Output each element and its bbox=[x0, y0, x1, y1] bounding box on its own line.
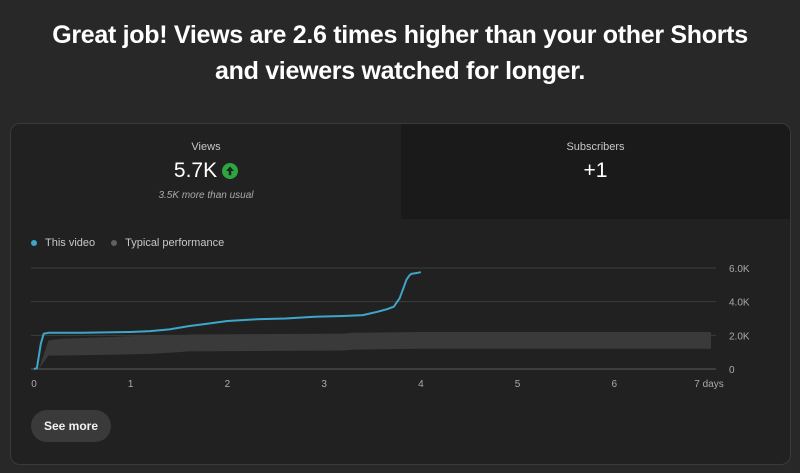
legend-typical-performance: Typical performance bbox=[111, 237, 224, 249]
views-chart: 6.0K 4.0K 2.0K 0 0 1 2 3 4 5 6 7 days bbox=[31, 264, 750, 390]
this-video-dot-icon bbox=[31, 240, 37, 246]
legend-this-video-label: This video bbox=[45, 237, 96, 249]
x-tick-label: 5 bbox=[515, 379, 521, 390]
views-label: Views bbox=[191, 141, 221, 153]
insight-headline: Great job! Views are 2.6 times higher th… bbox=[0, 17, 800, 89]
insight-headline-line-2: and viewers watched for longer. bbox=[215, 57, 585, 85]
y-tick-label: 0 bbox=[729, 365, 735, 376]
see-more-button[interactable]: See more bbox=[31, 410, 111, 442]
x-tick-label: 1 bbox=[128, 379, 134, 390]
x-tick-label: 6 bbox=[612, 379, 618, 390]
insight-headline-line-1: Great job! Views are 2.6 times higher th… bbox=[52, 21, 748, 49]
y-tick-label: 6.0K bbox=[729, 264, 750, 275]
tab-views[interactable]: Views 5.7K 3.5K more than usual bbox=[11, 124, 401, 219]
legend-this-video: This video bbox=[31, 237, 95, 249]
arrow-up-icon bbox=[222, 163, 239, 179]
x-tick-label: 4 bbox=[418, 379, 424, 390]
typical-dot-icon bbox=[111, 240, 118, 246]
y-tick-label: 4.0K bbox=[729, 298, 750, 309]
typical-performance-band bbox=[34, 331, 711, 369]
subscribers-label: Subscribers bbox=[566, 141, 625, 153]
performance-card: Views 5.7K 3.5K more than usual Subscrib… bbox=[10, 123, 791, 465]
this-video-line bbox=[33, 271, 422, 370]
legend-typical-label: Typical performance bbox=[125, 237, 225, 249]
tab-subscribers[interactable]: Subscribers +1 bbox=[401, 124, 790, 219]
subscribers-value: +1 bbox=[583, 159, 608, 182]
views-delta-text: 3.5K more than usual bbox=[158, 190, 254, 201]
chart-legend: This video Typical performance bbox=[31, 237, 240, 249]
x-tick-label: 3 bbox=[321, 379, 327, 390]
views-value: 5.7K bbox=[173, 159, 218, 182]
x-tick-label: 7 days bbox=[694, 379, 723, 390]
x-tick-label: 2 bbox=[225, 379, 231, 390]
y-tick-label: 2.0K bbox=[729, 331, 750, 342]
x-tick-label: 0 bbox=[31, 379, 37, 390]
